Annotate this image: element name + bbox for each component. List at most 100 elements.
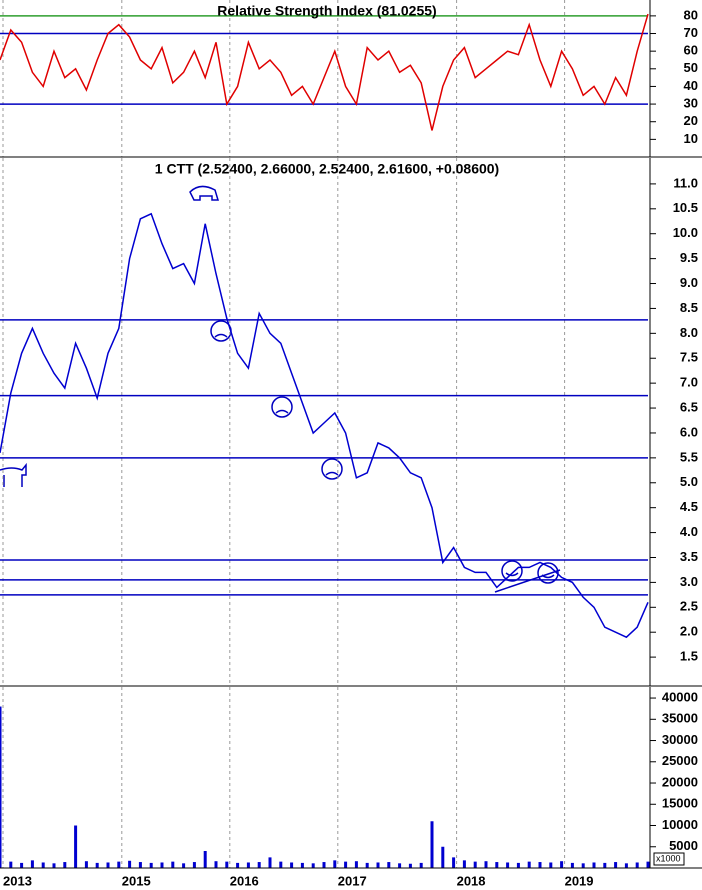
volume-bar <box>322 862 326 868</box>
volume-bar <box>30 860 34 868</box>
smile-icon <box>537 562 559 584</box>
volume-bar <box>225 861 229 868</box>
y-tick-label: 30000 <box>662 732 698 747</box>
volume-bar <box>538 862 542 868</box>
volume-bar <box>365 862 369 868</box>
volume-bar <box>117 861 121 868</box>
y-tick-label: 15000 <box>662 796 698 811</box>
volume-bar <box>63 862 67 868</box>
series-line <box>0 13 649 131</box>
volume-bar <box>376 862 380 868</box>
volume-bar <box>160 862 164 868</box>
y-tick-label: 10000 <box>662 817 698 832</box>
volume-bar <box>506 862 510 868</box>
y-tick-label: 2.5 <box>680 599 698 614</box>
x-tick-label: 2013 <box>3 873 32 888</box>
volume-bar <box>635 862 639 868</box>
frown-mouth <box>325 471 339 476</box>
volume-bar <box>128 860 132 868</box>
volume-bar <box>527 861 531 868</box>
chart-title: Relative Strength Index (81.0255) <box>217 3 436 19</box>
y-tick-label: 9.5 <box>680 250 698 265</box>
volume-bar <box>473 861 477 868</box>
unit-box <box>653 852 685 866</box>
volume-bar <box>236 862 240 868</box>
bull-icon <box>0 462 27 487</box>
chart-title: 1 CTT (2.52400, 2.66000, 2.52400, 2.6160… <box>155 161 499 177</box>
volume-bar <box>333 860 337 868</box>
y-unit-label: x1000 <box>656 853 681 863</box>
volume-bar <box>344 861 348 868</box>
volume-bar <box>441 846 445 868</box>
volume-bar <box>290 862 294 868</box>
x-tick-label: 2019 <box>565 873 594 888</box>
y-tick-label: 5000 <box>669 838 698 853</box>
y-tick-label: 8.5 <box>680 300 698 315</box>
frown-mouth <box>275 409 289 414</box>
y-tick-label: 80 <box>684 7 698 22</box>
volume-bar <box>419 862 423 868</box>
y-tick-label: 30 <box>684 96 698 111</box>
volume-bar <box>570 862 574 868</box>
y-tick-label: 50 <box>684 60 698 75</box>
y-tick-label: 20 <box>684 113 698 128</box>
x-tick-label: 2017 <box>338 873 367 888</box>
volume-bar <box>300 862 304 868</box>
y-tick-label: 5.5 <box>680 449 698 464</box>
y-tick-label: 11.0 <box>673 175 698 190</box>
volume-bar <box>560 861 564 868</box>
volume-bar <box>592 862 596 868</box>
volume-bar <box>52 863 56 868</box>
frown-icon <box>321 458 343 480</box>
pattern-icons <box>0 185 561 593</box>
volume-bar <box>41 862 45 868</box>
volume-bar <box>106 862 110 868</box>
volume-bar <box>214 861 218 868</box>
volume-bar <box>20 862 24 868</box>
volume-bar <box>246 862 250 868</box>
volume-bar <box>354 861 358 868</box>
volume-bar <box>430 821 434 868</box>
y-tick-label: 7.5 <box>680 350 698 365</box>
volume-bar <box>268 857 272 868</box>
y-tick-label: 40 <box>684 78 698 93</box>
volume-bar <box>452 857 456 868</box>
volume-bar <box>0 706 2 868</box>
volume-bar <box>387 862 391 868</box>
volume-bar <box>171 861 175 868</box>
volume-bar <box>311 863 315 868</box>
y-tick-label: 6.0 <box>680 424 698 439</box>
volume-bar <box>495 862 499 868</box>
frown-icon <box>271 396 293 418</box>
volume-bar <box>408 863 412 868</box>
volume-bar <box>581 863 585 868</box>
volume-bar <box>624 863 628 868</box>
trend-line <box>494 569 561 593</box>
x-tick-label: 2018 <box>457 873 486 888</box>
x-tick-label: 2016 <box>230 873 259 888</box>
y-tick-label: 40000 <box>662 689 698 704</box>
y-tick-label: 9.0 <box>680 275 698 290</box>
y-tick-label: 25000 <box>662 753 698 768</box>
volume-bar <box>462 860 466 868</box>
volume-bar <box>484 861 488 868</box>
y-tick-label: 35000 <box>662 711 698 726</box>
volume-bar <box>257 862 261 868</box>
y-tick-label: 3.0 <box>680 574 698 589</box>
volume-bar <box>614 862 618 868</box>
y-tick-label: 3.5 <box>680 549 698 564</box>
y-tick-label: 2.0 <box>680 624 698 639</box>
y-tick-label: 6.5 <box>680 399 698 414</box>
smile-mouth <box>505 572 519 577</box>
y-tick-label: 4.5 <box>680 499 698 514</box>
series-line <box>0 212 649 639</box>
volume-bar <box>182 863 186 868</box>
y-tick-label: 10.0 <box>673 225 698 240</box>
y-tick-label: 60 <box>684 43 698 58</box>
volume-bar <box>149 862 153 868</box>
bear-icon <box>189 185 220 201</box>
volume-bar <box>203 851 207 868</box>
y-tick-label: 8.0 <box>680 325 698 340</box>
